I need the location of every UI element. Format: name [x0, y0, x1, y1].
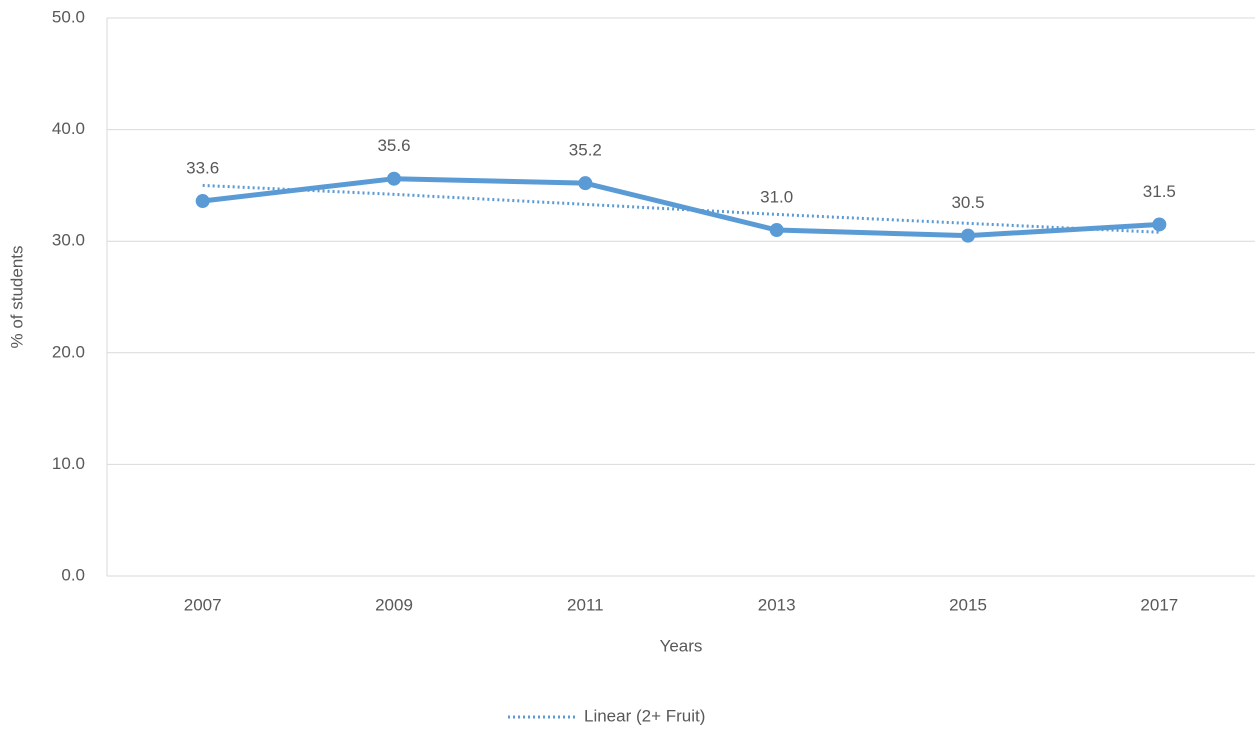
x-tick-label: 2013 [758, 595, 796, 614]
marker [578, 176, 593, 191]
x-tick-label: 2007 [184, 595, 222, 614]
data-label: 35.6 [377, 136, 410, 155]
marker [387, 171, 401, 186]
data-label: 31.0 [760, 188, 793, 207]
x-tick-label: 2011 [567, 595, 604, 614]
y-tick-label: 20.0 [52, 342, 85, 361]
marker [769, 223, 784, 238]
data-label: 31.5 [1143, 182, 1176, 201]
y-tick-label: 30.0 [52, 231, 85, 250]
y-tick-label: 10.0 [52, 454, 85, 473]
x-axis-title: Years [660, 636, 703, 655]
y-axis-title: % of students [7, 245, 26, 348]
y-tick-label: 50.0 [52, 7, 85, 26]
legend-label: Linear (2+ Fruit) [584, 706, 705, 725]
data-label: 30.5 [951, 193, 984, 212]
y-tick-label: 0.0 [61, 565, 85, 584]
data-label: 35.2 [569, 141, 602, 160]
marker [195, 194, 210, 209]
data-label: 33.6 [186, 159, 219, 178]
y-tick-label: 40.0 [52, 119, 85, 138]
marker [1152, 217, 1167, 232]
x-tick-label: 2009 [375, 595, 413, 614]
x-tick-label: 2017 [1140, 595, 1178, 614]
data-line [202, 176, 1160, 239]
x-tick-label: 2015 [949, 595, 987, 614]
marker [961, 228, 975, 243]
